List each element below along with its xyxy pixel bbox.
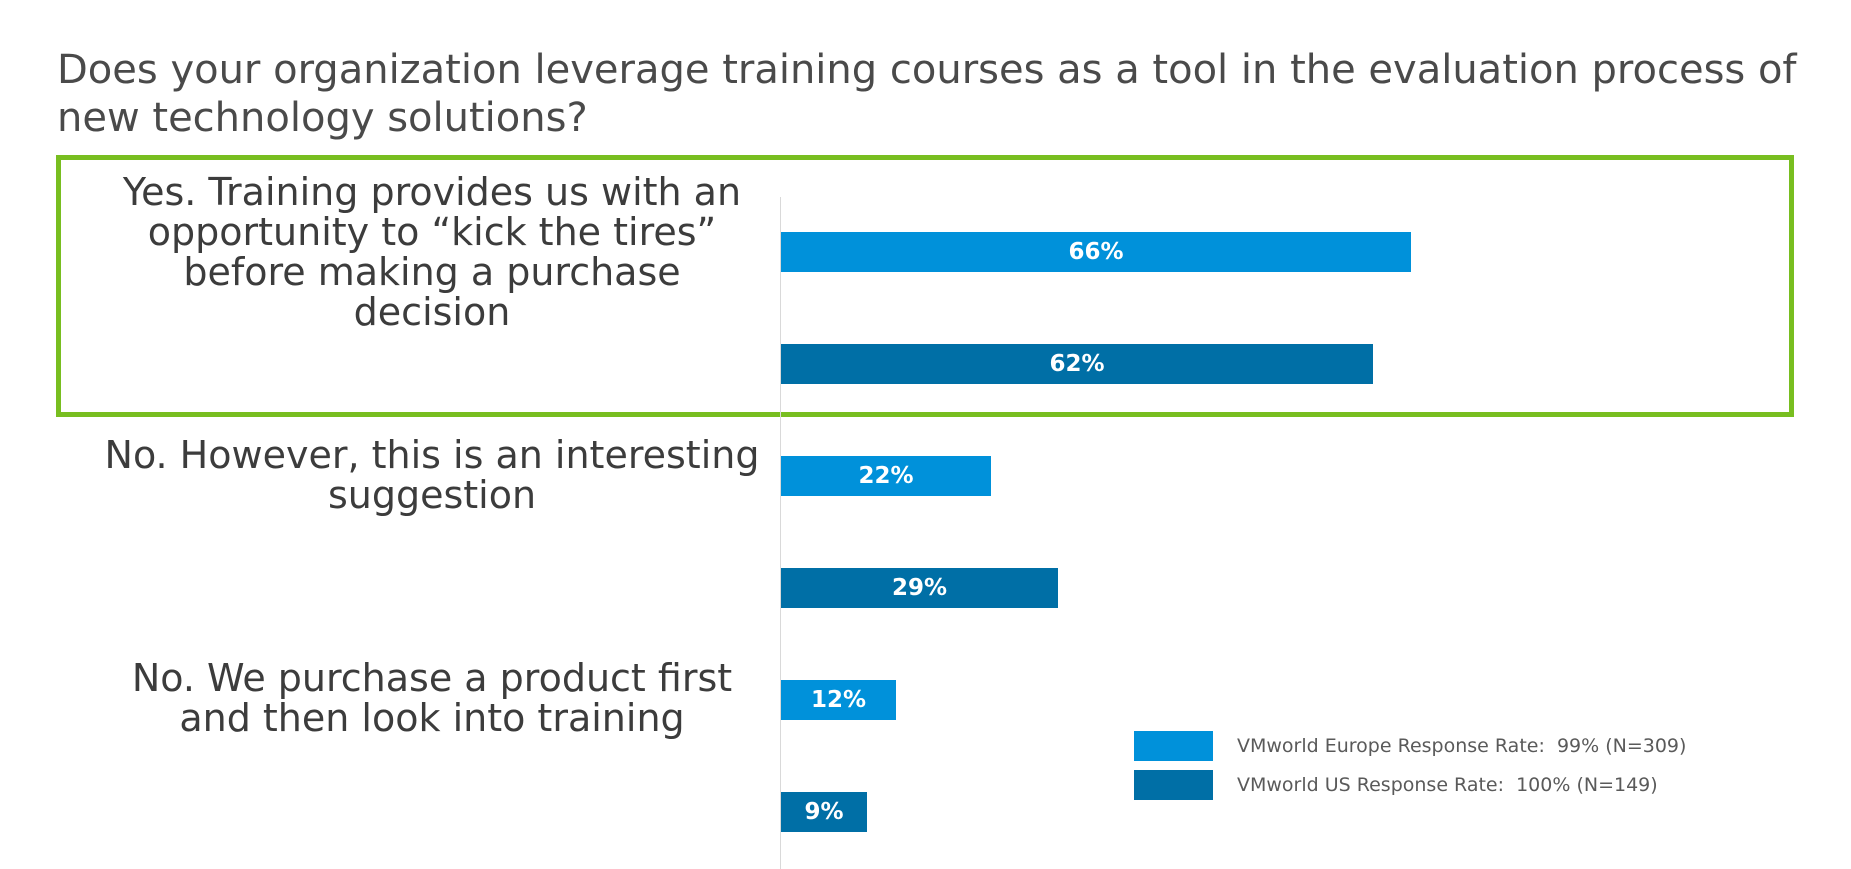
bar-value-label: 29% xyxy=(891,575,948,601)
category-label: No. We purchase a product first and then… xyxy=(131,656,733,740)
legend-swatch-europe xyxy=(1134,731,1213,761)
category-label: Yes. Training provides us with an opport… xyxy=(122,170,742,334)
bar: 22% xyxy=(781,456,991,496)
bar-value-label: 62% xyxy=(1049,351,1105,377)
legend-swatch-us xyxy=(1134,770,1213,800)
bar-value-label: 66% xyxy=(1068,239,1124,265)
y-axis-line xyxy=(780,197,781,869)
bar: 62% xyxy=(781,344,1373,384)
legend-item-europe: VMworld Europe Response Rate: 99% (N=309… xyxy=(1134,731,1686,761)
bar-value-label: 9% xyxy=(804,799,844,825)
legend-label-europe: VMworld Europe Response Rate: 99% (N=309… xyxy=(1237,735,1687,757)
bar: 9% xyxy=(781,792,867,832)
highlight-box xyxy=(56,155,1794,417)
bar: 12% xyxy=(781,680,896,720)
legend: VMworld Europe Response Rate: 99% (N=309… xyxy=(1134,731,1686,809)
legend-item-us: VMworld US Response Rate: 100% (N=149) xyxy=(1134,770,1686,800)
legend-label-us: VMworld US Response Rate: 100% (N=149) xyxy=(1237,774,1658,796)
bar: 29% xyxy=(781,568,1058,608)
chart-title: Does your organization leverage training… xyxy=(57,47,1797,141)
bar-value-label: 22% xyxy=(858,463,914,489)
category-label: No. However, this is an interesting sugg… xyxy=(104,433,760,517)
bar: 66% xyxy=(781,232,1411,272)
bar-value-label: 12% xyxy=(810,687,867,713)
